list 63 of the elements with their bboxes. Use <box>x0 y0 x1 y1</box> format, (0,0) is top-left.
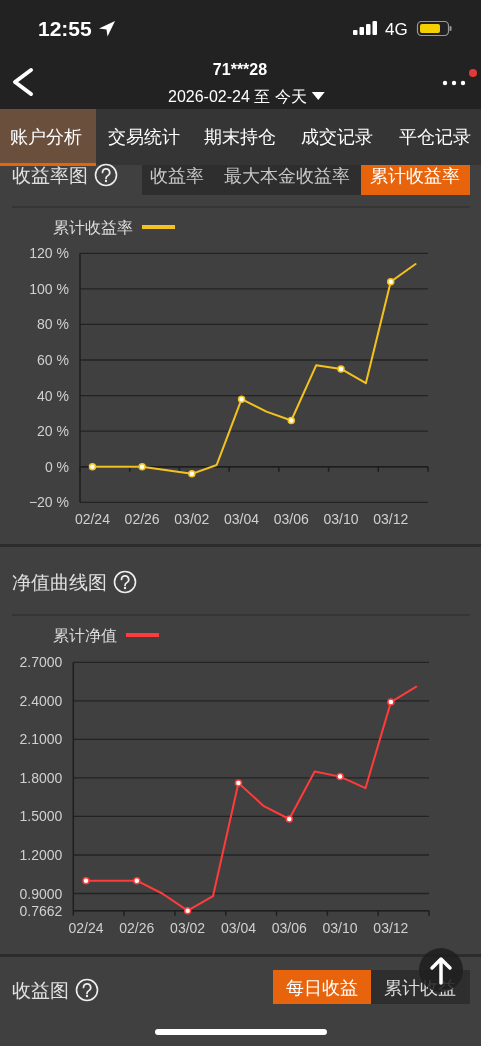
text: 成交记录 <box>301 127 373 147</box>
y-tick-label: 2.1000 <box>19 731 63 748</box>
y-tick-label: 0.7662 <box>19 902 63 919</box>
point <box>387 698 395 706</box>
x-tick-label: 03/06 <box>271 919 307 936</box>
text: 每日收益 <box>286 978 358 998</box>
text: 期末持仓 <box>204 127 276 147</box>
x-tick-label: 03/12 <box>373 511 409 528</box>
legend-label: 累计收益率 <box>53 218 133 236</box>
y-tick-label: 1.5000 <box>19 808 63 825</box>
text: 累计收益率 <box>370 166 460 186</box>
x-tick-label: 03/04 <box>224 511 260 528</box>
y-tick-label: 0.9000 <box>19 885 63 902</box>
text: 4G <box>385 19 408 39</box>
x-tick-label: 03/10 <box>323 511 359 528</box>
x-tick-label: 03/02 <box>174 511 210 528</box>
point <box>188 470 196 478</box>
text: 2026-02-24 至 今天 <box>168 87 307 105</box>
y-tick-label: 60 % <box>37 352 69 369</box>
text: 收益率 <box>150 166 204 186</box>
x-tick-label: 03/06 <box>273 511 310 528</box>
x-tick-label: 03/04 <box>220 919 257 936</box>
point <box>237 395 246 403</box>
y-tick-label: 0 % <box>44 458 69 475</box>
text: 71***28 <box>212 60 268 78</box>
x-tick-label: 02/26 <box>124 511 160 528</box>
point <box>82 876 90 885</box>
point <box>138 462 146 471</box>
point <box>386 278 395 286</box>
y-tick-label: 1.2000 <box>19 846 63 863</box>
text: 累计收益 <box>384 978 456 998</box>
legend-label: 累计净值 <box>53 626 117 644</box>
text: 12:55 <box>38 16 93 40</box>
y-tick-label: 2.4000 <box>19 692 63 709</box>
point <box>183 906 192 915</box>
point <box>133 876 141 885</box>
text: 平仓记录 <box>399 127 471 147</box>
y-tick-label: 120 % <box>29 245 69 262</box>
x-tick-label: 03/02 <box>170 919 206 936</box>
x-tick-label: 02/24 <box>74 511 111 528</box>
point <box>287 416 296 425</box>
point <box>337 365 345 373</box>
x-tick-label: 03/12 <box>373 919 409 936</box>
y-tick-label: −20 % <box>28 494 69 511</box>
y-tick-label: 2.7000 <box>19 654 63 671</box>
chart-title: 收益率图 <box>12 164 88 186</box>
point <box>285 815 294 823</box>
x-tick-label: 03/10 <box>322 919 358 936</box>
text: 最大本金收益率 <box>224 166 350 186</box>
y-tick-label: 100 % <box>29 280 69 297</box>
text: 账户分析 <box>10 127 82 147</box>
chart-title: 净值曲线图 <box>12 571 107 593</box>
text: 收益图 <box>12 979 69 1001</box>
y-tick-label: 20 % <box>37 423 69 440</box>
text: 交易统计 <box>108 127 180 147</box>
x-tick-label: 02/26 <box>119 919 155 936</box>
point <box>88 462 97 471</box>
y-tick-label: 1.8000 <box>19 769 63 786</box>
x-tick-label: 02/24 <box>68 919 104 936</box>
point <box>234 779 243 787</box>
y-tick-label: 40 % <box>37 387 69 404</box>
y-tick-label: 80 % <box>37 316 69 333</box>
point <box>336 772 344 781</box>
